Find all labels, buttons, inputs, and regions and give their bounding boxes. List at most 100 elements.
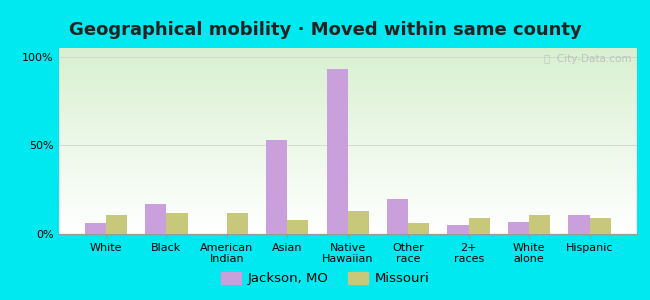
Bar — [58, 189, 637, 191]
Bar — [447, 225, 469, 234]
Bar — [58, 232, 637, 234]
Bar — [58, 175, 637, 176]
Bar — [58, 56, 637, 57]
Bar — [58, 199, 637, 200]
Bar — [58, 225, 637, 226]
Bar — [58, 110, 637, 111]
Bar — [58, 180, 637, 182]
Bar — [58, 94, 637, 96]
Bar — [58, 128, 637, 130]
Bar — [58, 96, 637, 98]
Bar — [58, 70, 637, 72]
Bar — [58, 161, 637, 163]
Bar — [58, 221, 637, 223]
Bar — [58, 148, 637, 150]
Bar — [58, 111, 637, 113]
Bar — [58, 208, 637, 210]
Bar — [58, 200, 637, 202]
Text: Geographical mobility · Moved within same county: Geographical mobility · Moved within sam… — [69, 21, 581, 39]
Bar — [58, 176, 637, 178]
Bar — [58, 217, 637, 219]
Bar — [58, 202, 637, 204]
Bar — [58, 193, 637, 195]
Bar — [58, 80, 637, 82]
Bar — [58, 61, 637, 63]
Bar — [58, 104, 637, 106]
Legend: Jackson, MO, Missouri: Jackson, MO, Missouri — [216, 266, 434, 290]
Bar — [58, 72, 637, 74]
Bar — [58, 228, 637, 230]
Bar — [58, 226, 637, 228]
Bar — [58, 98, 637, 100]
Bar — [58, 141, 637, 143]
Bar — [58, 184, 637, 186]
Bar — [508, 222, 529, 234]
Bar — [58, 186, 637, 188]
Bar — [58, 135, 637, 137]
Bar — [58, 67, 637, 68]
Bar — [58, 59, 637, 61]
Bar — [58, 52, 637, 54]
Bar — [58, 102, 637, 104]
Bar — [58, 119, 637, 121]
Bar — [58, 93, 637, 94]
Bar — [58, 223, 637, 225]
Bar — [58, 50, 637, 52]
Bar — [166, 213, 188, 234]
Bar — [58, 132, 637, 134]
Bar — [58, 87, 637, 89]
Bar — [58, 169, 637, 171]
Bar — [58, 188, 637, 189]
Bar — [58, 137, 637, 139]
Bar — [58, 182, 637, 184]
Bar — [58, 152, 637, 154]
Bar — [58, 204, 637, 206]
Bar — [58, 147, 637, 148]
Bar — [58, 143, 637, 145]
Bar — [58, 74, 637, 76]
Bar — [58, 91, 637, 93]
Bar — [58, 130, 637, 132]
Bar — [58, 158, 637, 160]
Bar — [58, 78, 637, 80]
Bar — [58, 145, 637, 147]
Bar — [58, 68, 637, 70]
Bar — [58, 163, 637, 165]
Bar — [58, 206, 637, 208]
Bar — [266, 140, 287, 234]
Bar — [58, 215, 637, 217]
Bar — [58, 63, 637, 65]
Bar — [58, 106, 637, 107]
Bar — [106, 214, 127, 234]
Bar — [84, 224, 106, 234]
Bar — [58, 214, 637, 215]
Bar — [58, 124, 637, 126]
Bar — [58, 83, 637, 85]
Bar — [58, 160, 637, 161]
Bar — [58, 100, 637, 102]
Bar — [529, 214, 551, 234]
Bar — [590, 218, 611, 234]
Bar — [58, 171, 637, 172]
Bar — [58, 89, 637, 91]
Bar — [58, 219, 637, 221]
Bar — [58, 65, 637, 67]
Bar — [227, 213, 248, 234]
Bar — [58, 210, 637, 212]
Text: ⓘ  City-Data.com: ⓘ City-Data.com — [543, 54, 631, 64]
Bar — [58, 197, 637, 199]
Bar — [58, 113, 637, 115]
Bar — [387, 199, 408, 234]
Bar — [58, 195, 637, 197]
Bar — [58, 230, 637, 232]
Bar — [287, 220, 309, 234]
Bar — [58, 178, 637, 180]
Bar — [58, 82, 637, 83]
Bar — [326, 69, 348, 234]
Bar — [58, 150, 637, 152]
Bar — [58, 156, 637, 158]
Bar — [408, 224, 430, 234]
Bar — [469, 218, 490, 234]
Bar — [58, 76, 637, 78]
Bar — [145, 204, 166, 234]
